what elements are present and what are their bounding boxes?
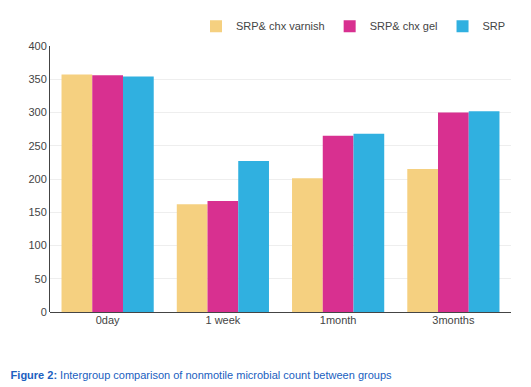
svg-text:SRP: SRP — [483, 20, 506, 32]
svg-text:1month: 1month — [320, 314, 357, 326]
svg-text:250: 250 — [28, 140, 46, 152]
svg-text:300: 300 — [28, 106, 46, 118]
svg-text:200: 200 — [28, 173, 46, 185]
svg-text:50: 50 — [35, 273, 47, 285]
svg-text:100: 100 — [28, 239, 46, 251]
svg-text:SRP& chx gel: SRP& chx gel — [370, 20, 438, 32]
svg-text:350: 350 — [28, 73, 46, 85]
svg-text:SRP& chx varnish: SRP& chx varnish — [236, 20, 325, 32]
svg-text:1 week: 1 week — [205, 314, 240, 326]
svg-text:Figure 2: Intergroup compariso: Figure 2: Intergroup comparison of nonmo… — [11, 369, 392, 381]
svg-text:3months: 3months — [432, 314, 475, 326]
svg-text:400: 400 — [28, 40, 46, 52]
svg-text:0day: 0day — [96, 314, 120, 326]
svg-text:150: 150 — [28, 206, 46, 218]
svg-text:0: 0 — [41, 306, 47, 318]
